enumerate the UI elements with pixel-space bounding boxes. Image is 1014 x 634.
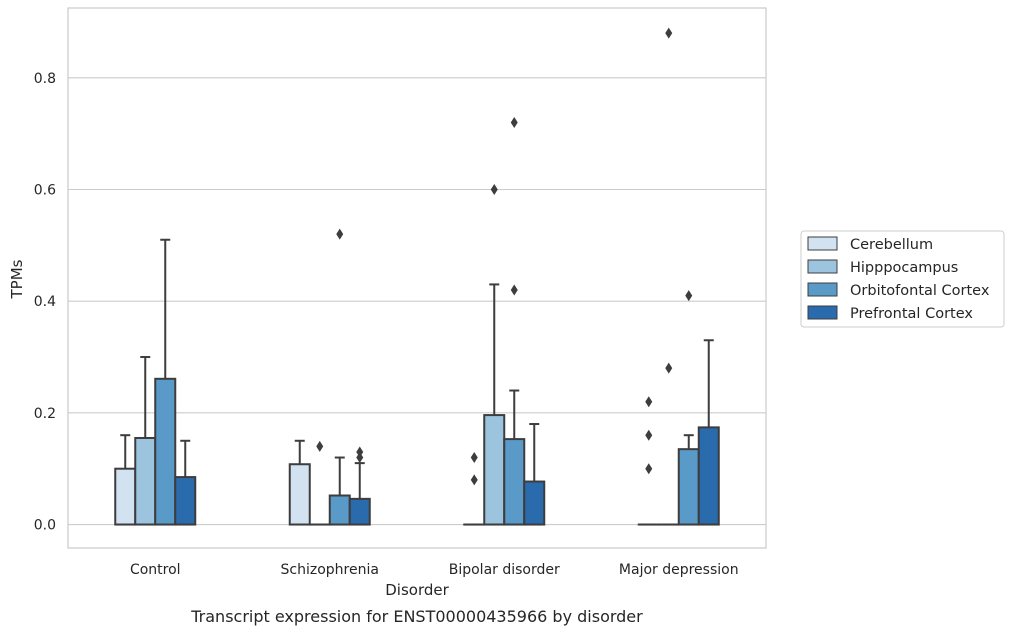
y-tick-label: 0.8	[34, 71, 56, 87]
x-tick-label: Control	[130, 562, 181, 578]
box-group	[637, 396, 660, 526]
box	[288, 463, 311, 526]
box	[154, 377, 177, 526]
legend-frame	[800, 230, 1005, 328]
box-group	[348, 446, 371, 526]
y-axis-ticks: 0.0 0.2 0.4 0.6 0.8	[34, 71, 56, 534]
box-group	[697, 339, 720, 526]
outlier-point	[470, 474, 478, 486]
outlier-point	[510, 116, 518, 128]
legend-label: Cerebellum	[850, 237, 933, 253]
outlier-point	[645, 396, 653, 408]
box-group	[463, 452, 486, 526]
legend-label: Hipppocampus	[850, 260, 958, 276]
outlier-point	[470, 452, 478, 464]
outlier-point	[645, 429, 653, 441]
chart-caption: Transcript expression for ENST0000043596…	[190, 607, 643, 626]
boxes	[114, 27, 720, 526]
x-tick-label: Schizophrenia	[281, 562, 379, 578]
legend: Cerebellum Hipppocampus Orbitofontal Corte…	[800, 230, 1005, 328]
y-tick-label: 0.2	[34, 406, 56, 422]
box-group	[328, 228, 351, 526]
legend-swatch	[807, 305, 838, 320]
box	[697, 426, 720, 526]
box	[483, 414, 506, 526]
y-axis-label: TPMs	[8, 259, 26, 299]
box	[348, 497, 371, 526]
y-tick-label: 0.0	[34, 518, 56, 534]
outlier-point	[336, 228, 344, 240]
legend-swatch	[807, 259, 838, 274]
outlier-point	[510, 284, 518, 296]
outlier-point	[665, 27, 673, 39]
y-tick-label: 0.4	[34, 294, 56, 310]
box	[114, 467, 137, 526]
box	[174, 476, 197, 526]
outlier-point	[356, 452, 364, 464]
box	[328, 494, 351, 526]
outlier-point	[490, 183, 498, 195]
outlier-point	[316, 440, 324, 452]
box-group	[483, 183, 506, 526]
legend-swatch	[807, 236, 838, 251]
box-group	[523, 423, 546, 526]
box-group	[154, 238, 177, 526]
box-group	[677, 290, 700, 526]
box	[523, 480, 546, 526]
box	[677, 448, 700, 526]
box-group	[503, 116, 526, 526]
box-group	[308, 440, 331, 526]
box-group	[174, 439, 197, 526]
box-group	[114, 434, 137, 526]
outlier-point	[356, 446, 364, 458]
plot-area-frame	[67, 7, 767, 549]
box-group	[134, 356, 157, 526]
x-tick-label: Bipolar disorder	[449, 562, 560, 578]
box-group	[657, 27, 680, 526]
x-axis-ticks: Control Schizophrenia Bipolar disorder Majo…	[130, 562, 739, 578]
y-tick-label: 0.6	[34, 182, 56, 198]
box	[503, 438, 526, 526]
legend-label: Prefrontal Cortex	[850, 306, 973, 322]
legend-label: Orbitofontal Cortex	[850, 283, 990, 299]
outlier-point	[665, 362, 673, 374]
box-group	[288, 439, 311, 526]
outlier-point	[685, 290, 693, 302]
outlier-point	[645, 463, 653, 475]
box	[134, 436, 157, 526]
x-tick-label: Major depression	[619, 562, 739, 578]
legend-swatch	[807, 282, 838, 297]
x-axis-label: Disorder	[385, 581, 449, 599]
